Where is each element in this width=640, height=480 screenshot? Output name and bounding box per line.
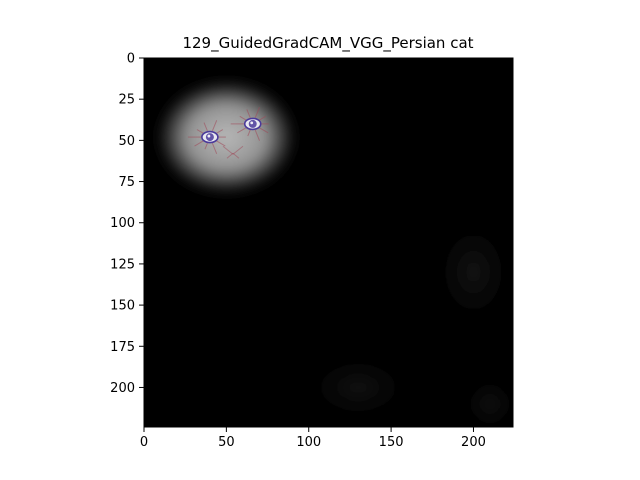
y-axis: 0 25 50 75 100 125 150 175 200 (110, 52, 144, 396)
y-tick-label: 100 (110, 216, 135, 231)
feature-right-eye (230, 106, 269, 141)
y-tick-label: 200 (110, 381, 135, 396)
chart-title: 129_GuidedGradCAM_VGG_Persian cat (182, 34, 473, 53)
hotspot-2 (292, 346, 425, 427)
y-tick-label: 75 (118, 175, 135, 190)
feature-nose (222, 145, 244, 159)
y-tick-label: 175 (110, 340, 135, 355)
plot-area (144, 58, 513, 427)
y-tick-label: 150 (110, 299, 135, 314)
x-tick-label: 50 (218, 435, 235, 450)
y-tick-label: 125 (110, 257, 135, 272)
x-tick-label: 150 (379, 435, 404, 450)
feature-left-eye (187, 120, 226, 154)
feature-layer (187, 106, 269, 159)
y-tick-label: 50 (118, 134, 135, 149)
x-tick-label: 100 (296, 435, 321, 450)
x-axis: 0 50 100 150 200 (140, 427, 486, 450)
y-tick-label: 0 (127, 52, 135, 67)
hotspot-1 (424, 206, 513, 339)
hotspot-0 (153, 77, 299, 197)
y-tick-label: 25 (118, 93, 135, 108)
hotspot-3 (457, 371, 513, 427)
x-tick-label: 0 (140, 435, 148, 450)
hotspot-layer (153, 77, 513, 427)
plot-frame (143, 57, 514, 428)
x-tick-label: 200 (461, 435, 486, 450)
